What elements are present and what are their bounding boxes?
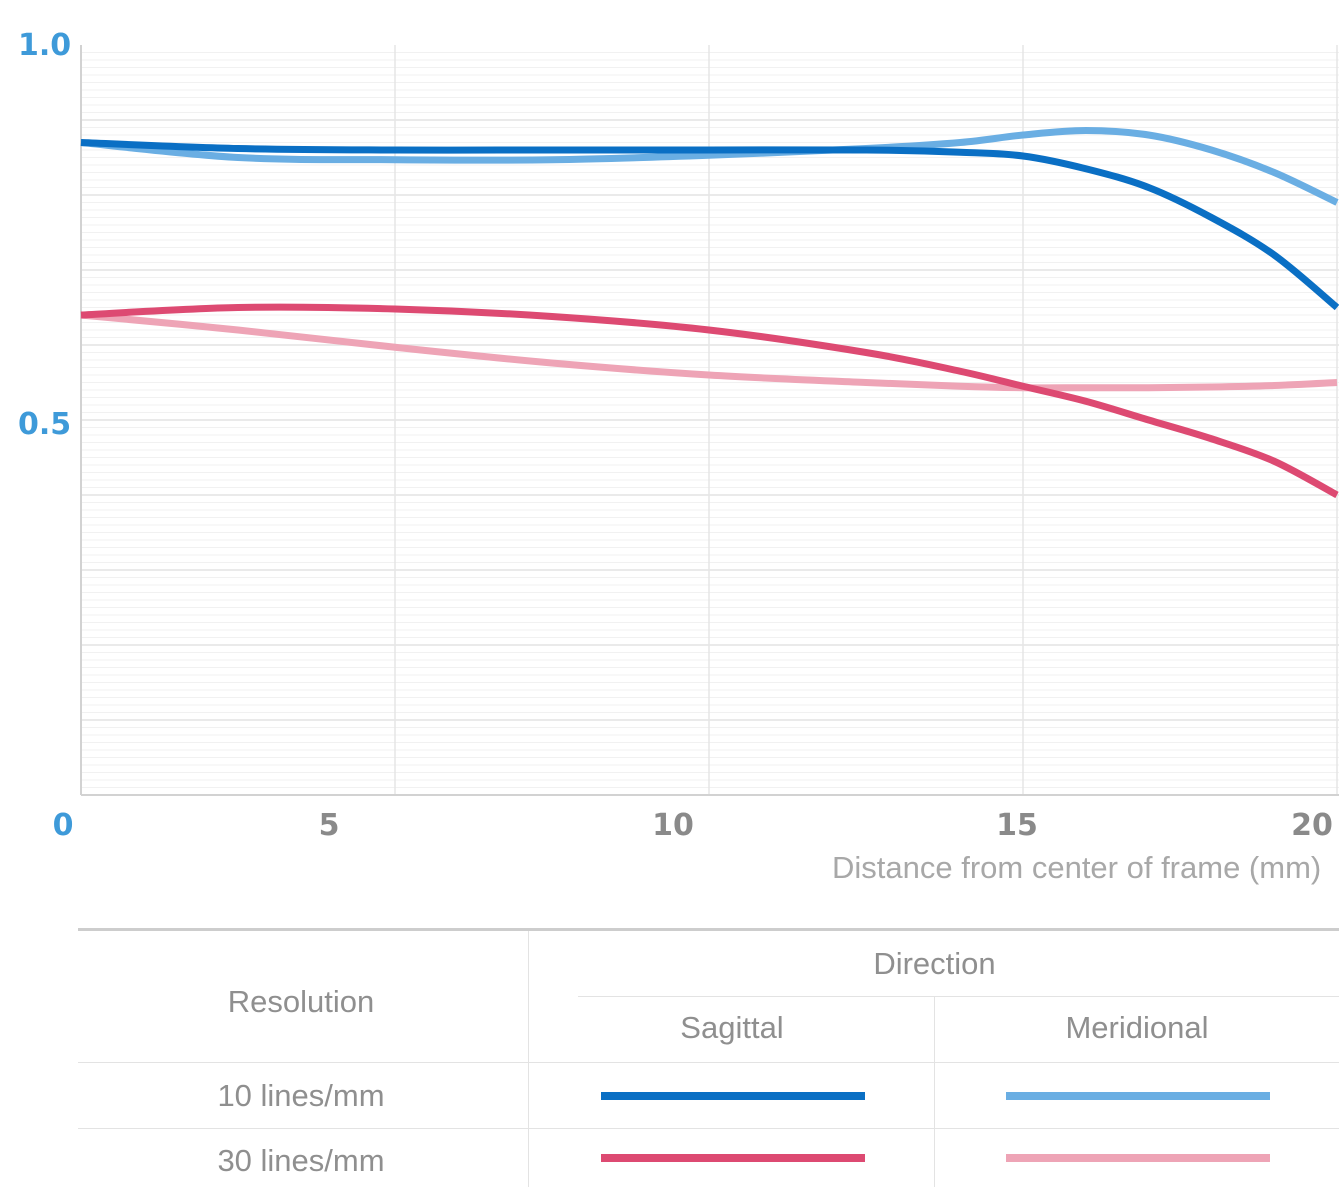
legend-divider [78,1062,1339,1063]
legend-divider [78,1128,1339,1129]
direction-header: Direction [873,946,996,981]
legend-swatch-30-sagittal [601,1154,865,1162]
y-tick-label: 0.5 [18,407,71,442]
legend-row-label: 10 lines/mm [217,1078,385,1113]
series-line [80,139,1339,311]
x-axis-title: Distance from center of frame (mm) [832,850,1321,885]
major-gridlines [394,45,1338,795]
legend-row-label: 30 lines/mm [217,1143,385,1178]
meridional-header: Meridional [1065,1010,1209,1045]
legend-table: Resolution Direction Sagittal Meridional… [78,928,1339,1187]
x-tick-label: 0 [53,808,74,843]
legend-swatch-10-meridional [1006,1092,1270,1100]
x-tick-label: 10 [652,808,694,843]
legend-divider [934,997,935,1187]
legend-divider [528,931,529,1187]
x-tick-label: 15 [996,808,1038,843]
series-line [80,311,1338,392]
sagittal-header: Sagittal [680,1010,784,1045]
x-tick-label: 20 [1291,808,1333,843]
x-tick-label: 5 [319,808,340,843]
mtf-chart: 1.0 0.5 0 5 10 15 20 Distance from cente… [18,28,1339,885]
legend-swatch-10-sagittal [601,1092,865,1100]
series-line [80,303,1339,499]
y-tick-label: 1.0 [18,28,71,63]
resolution-header: Resolution [227,984,375,1019]
legend-divider [578,996,1339,997]
legend-swatch-30-meridional [1006,1154,1270,1162]
series-layer [80,127,1339,499]
legend-top-border [78,928,1339,931]
